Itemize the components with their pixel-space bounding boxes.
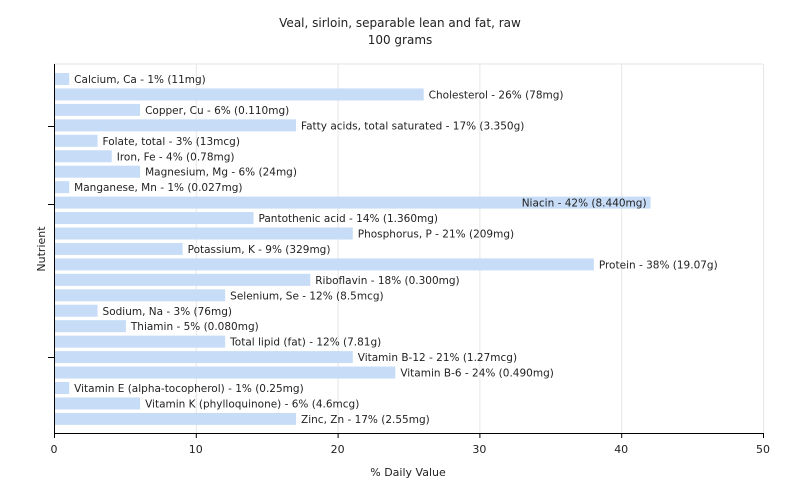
bar-label: Sodium, Na - 3% (76mg) — [103, 306, 232, 318]
bar-label: Zinc, Zn - 17% (2.55mg) — [301, 414, 430, 426]
bar — [55, 119, 297, 132]
bar — [55, 134, 98, 147]
bar-label: Calcium, Ca - 1% (11mg) — [74, 74, 206, 86]
bar-label: Vitamin E (alpha-tocopherol) - 1% (0.25m… — [74, 383, 304, 395]
y-axis-label: Nutrient — [35, 226, 48, 272]
bar-label: Niacin - 42% (8.440mg) — [522, 198, 647, 210]
x-axis-label: % Daily Value — [370, 466, 446, 479]
bar-label: Thiamin - 5% (0.080mg) — [130, 321, 259, 333]
x-tick-label: 10 — [189, 443, 203, 456]
bar — [55, 335, 226, 348]
bar-label: Fatty acids, total saturated - 17% (3.35… — [301, 120, 524, 132]
bar — [55, 304, 98, 317]
chart-title: Veal, sirloin, separable lean and fat, r… — [279, 16, 521, 30]
bar-label: Copper, Cu - 6% (0.110mg) — [145, 105, 289, 117]
bar-label: Vitamin B-6 - 24% (0.490mg) — [400, 368, 554, 380]
bar — [55, 196, 651, 209]
bar-label: Magnesium, Mg - 6% (24mg) — [145, 167, 297, 179]
bar — [55, 181, 70, 194]
bar — [55, 412, 297, 425]
bars-group: Calcium, Ca - 1% (11mg) Cholesterol - 26%… — [55, 73, 718, 426]
x-tick-label: 0 — [51, 443, 58, 456]
axes-group: 0 10 20 30 40 50 — [48, 64, 770, 456]
chart-subtitle: 100 grams — [368, 33, 433, 47]
bar — [55, 150, 112, 163]
bar-label: Cholesterol - 26% (78mg) — [429, 89, 564, 101]
bar-label: Total lipid (fat) - 12% (7.81g) — [229, 337, 381, 349]
bar — [55, 103, 141, 116]
bar — [55, 382, 70, 394]
bar-label: Protein - 38% (19.07g) — [599, 259, 718, 271]
bar — [55, 88, 424, 101]
x-tick-label: 30 — [472, 443, 486, 456]
x-tick-label: 40 — [614, 443, 628, 456]
x-tick-label: 50 — [756, 443, 770, 456]
bar — [55, 366, 396, 379]
bar — [55, 273, 311, 286]
bar-label: Folate, total - 3% (13mcg) — [103, 136, 240, 148]
bar — [55, 212, 254, 225]
bar — [55, 73, 70, 85]
bar-label: Selenium, Se - 12% (8.5mcg) — [230, 290, 383, 302]
bar — [55, 258, 594, 271]
bar-label: Pantothenic acid - 14% (1.360mg) — [259, 213, 438, 225]
bar — [55, 397, 141, 410]
bar-label: Phosphorus, P - 21% (209mg) — [358, 229, 514, 241]
bar-label: Potassium, K - 9% (329mg) — [188, 244, 331, 256]
bar — [55, 227, 353, 240]
bar-label: Riboflavin - 18% (0.300mg) — [315, 275, 459, 287]
x-tick-label: 20 — [331, 443, 345, 456]
bar — [55, 351, 353, 364]
bar-label: Vitamin K (phylloquinone) - 6% (4.6mcg) — [145, 398, 359, 410]
bar — [55, 242, 183, 255]
bar-label: Iron, Fe - 4% (0.78mg) — [117, 151, 235, 163]
bar — [55, 320, 126, 333]
bar-label: Manganese, Mn - 1% (0.027mg) — [74, 182, 242, 194]
bar — [55, 165, 141, 178]
bar — [55, 289, 226, 302]
bar-label: Vitamin B-12 - 21% (1.27mcg) — [358, 352, 517, 364]
